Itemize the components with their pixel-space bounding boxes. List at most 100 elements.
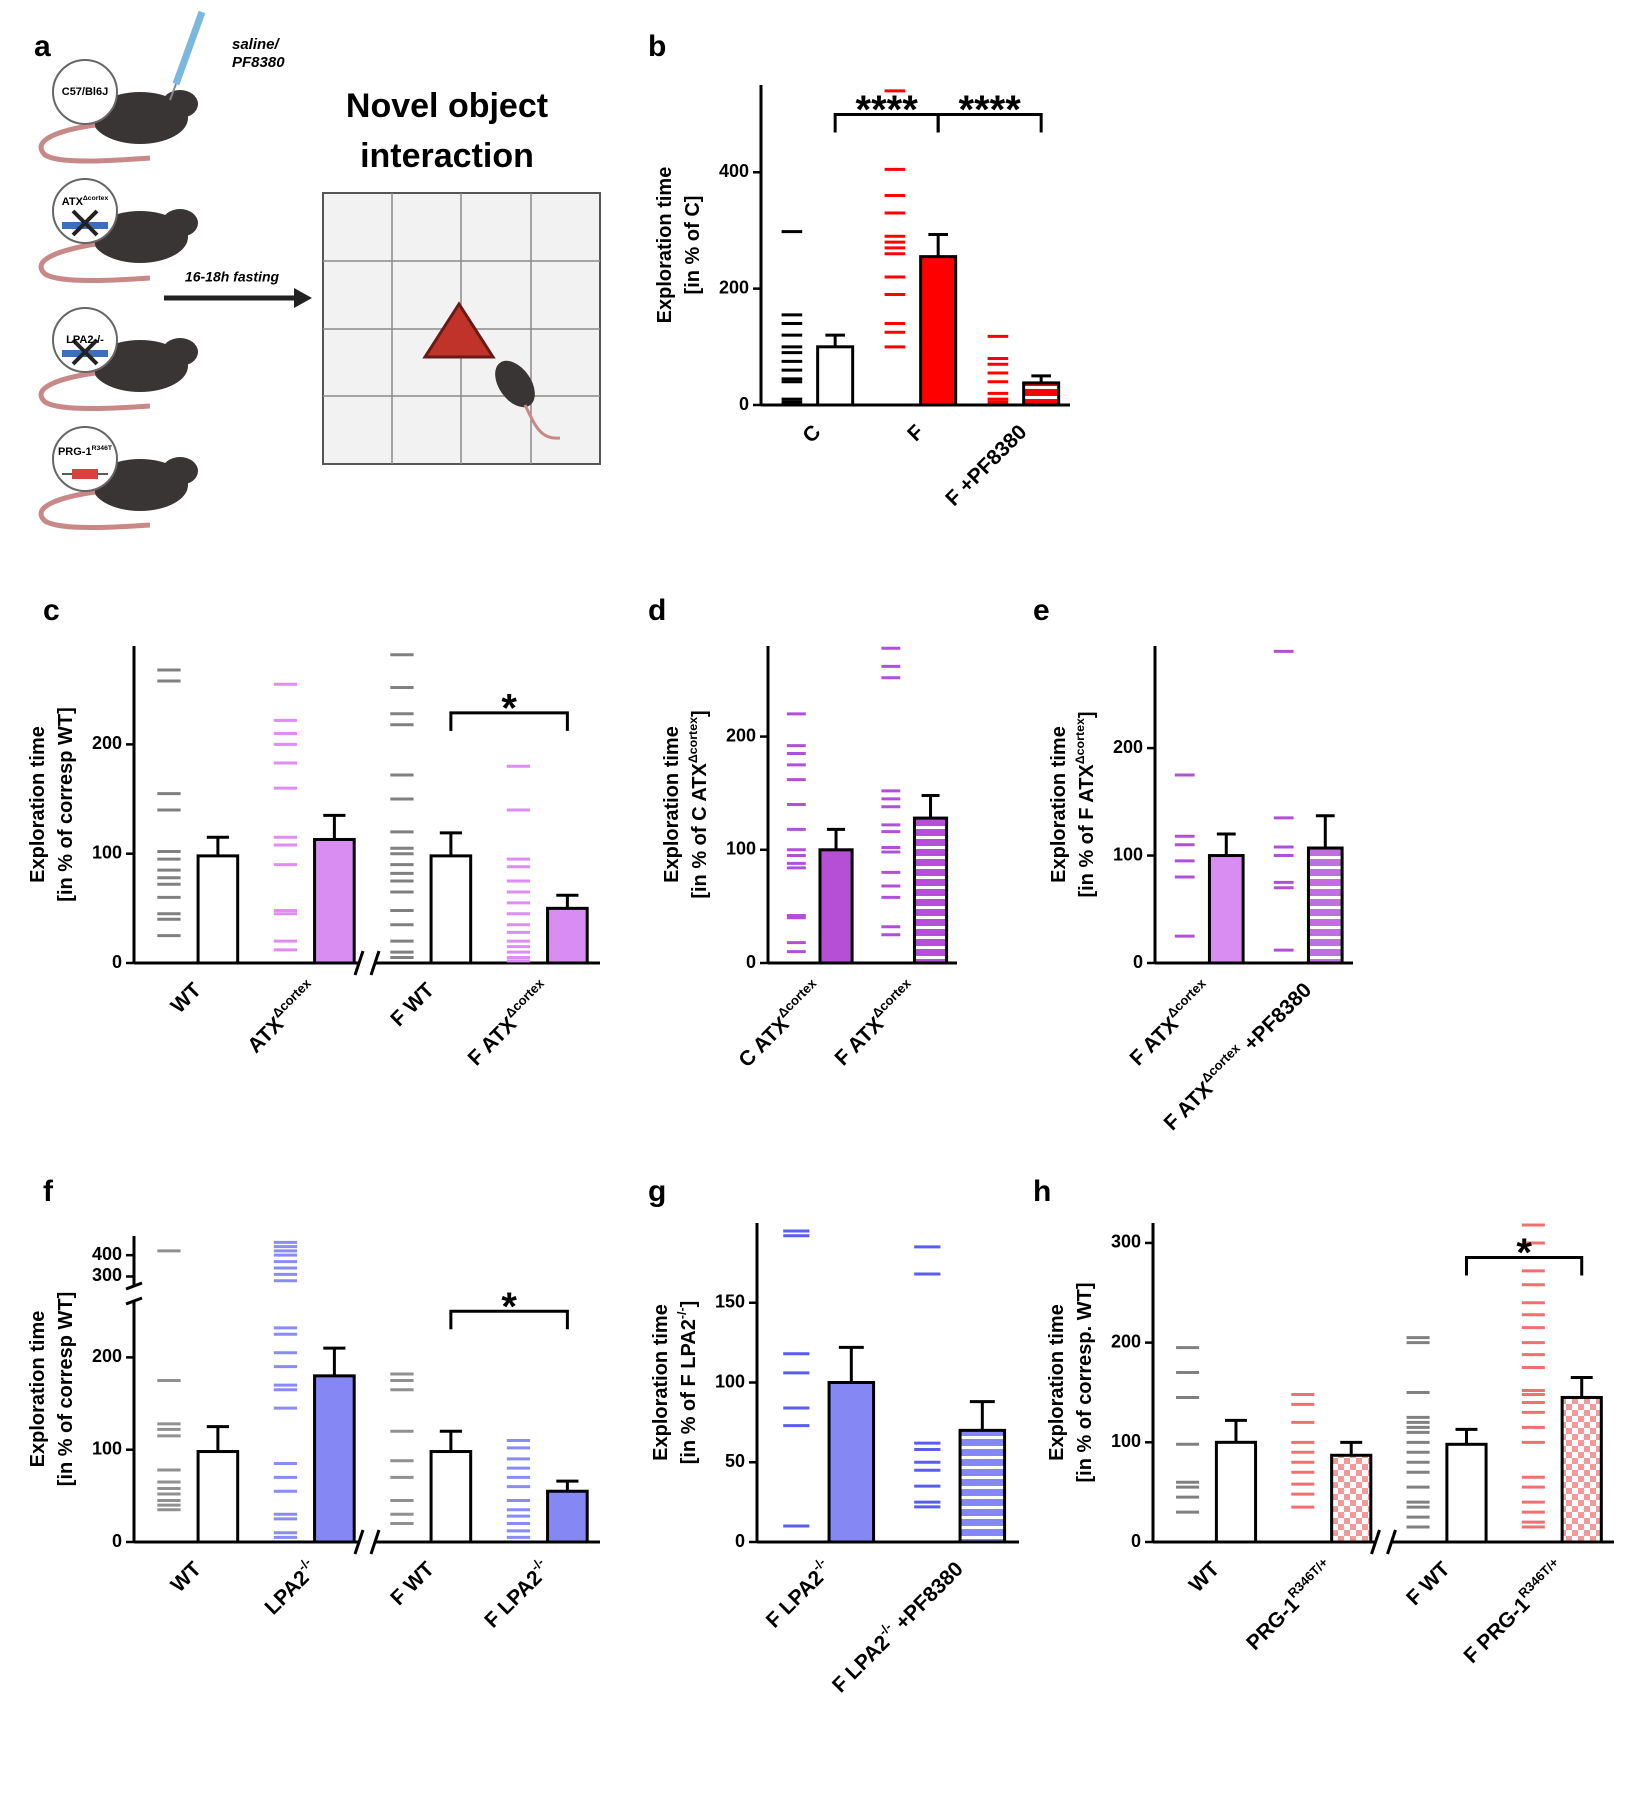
bar <box>958 1428 1007 1544</box>
x-tick-label-part: F ATX <box>1159 1077 1217 1135</box>
y-tick-label: 0 <box>739 394 749 414</box>
y-tick-label: 200 <box>726 725 756 745</box>
bar <box>1330 1453 1373 1544</box>
y-axis-label: [in % of corresp WT] <box>55 1292 77 1486</box>
y-axis-label: Exploration time <box>1048 726 1070 883</box>
x-tick-label-part: ATX <box>243 1012 288 1057</box>
mouse-label: PRG-1R346T <box>58 445 113 458</box>
significance-bracket <box>449 1309 569 1330</box>
x-tick-label-part: C <box>798 420 825 447</box>
y-axis-label-part: [in % of F LPA2 <box>678 1319 700 1464</box>
x-tick-label: F LPA2-/- +PF8380 <box>825 1555 967 1697</box>
y-axis-label-part: Exploration time <box>27 1311 49 1468</box>
arena-title: interaction <box>360 137 534 175</box>
x-tick-label-part: PRG-1 <box>1242 1593 1304 1655</box>
x-tick-label-sup: R346T/+ <box>1285 1554 1331 1600</box>
bar <box>816 345 855 407</box>
x-tick-label-part: +PF8380 <box>1235 978 1316 1059</box>
bar <box>1214 1440 1258 1544</box>
mouse-label-part: ATX <box>62 196 84 208</box>
x-tick-label: F ATXΔcortex <box>461 975 556 1070</box>
bar <box>429 854 473 965</box>
x-tick-label: LPA2-/- <box>258 1555 322 1619</box>
y-tick-label: 200 <box>1111 1331 1141 1351</box>
y-axis-label: Exploration time <box>654 167 676 324</box>
x-tick-label-part: F LPA2 <box>480 1566 546 1632</box>
bar <box>818 848 854 965</box>
y-tick-label: 0 <box>735 1531 745 1551</box>
axis-break <box>125 1296 143 1306</box>
panel-letter: c <box>43 594 60 627</box>
x-tick-label-part: WT <box>1184 1557 1223 1596</box>
y-axis-label-part: [in % of C ATX <box>689 762 711 898</box>
mouse-label-part: LPA2-/- <box>66 334 104 346</box>
x-tick-label-part: LPA2 <box>260 1566 313 1619</box>
x-tick-label-part: WT <box>166 978 205 1017</box>
axis-break <box>1370 1529 1381 1555</box>
y-axis-label-part: [in % of corresp WT] <box>55 707 77 901</box>
y-tick-label: 0 <box>112 952 122 972</box>
bar <box>1560 1395 1603 1544</box>
axis-break <box>1386 1529 1397 1555</box>
y-tick-label: 100 <box>726 839 756 859</box>
y-axis-label-part: [in % of C] <box>682 196 704 295</box>
bar <box>196 854 240 965</box>
bar <box>546 1489 589 1544</box>
x-tick-label-sup: Δcortex <box>269 975 314 1020</box>
x-tick-label: F WT <box>386 978 439 1031</box>
y-tick-label: 400 <box>92 1244 122 1264</box>
y-axis-label-sup: Δcortex <box>1073 718 1087 764</box>
panel-letter: h <box>1033 1175 1051 1208</box>
panel-letter: a <box>34 30 51 63</box>
x-tick-label-part: WT <box>166 1557 205 1596</box>
y-tick-label: 0 <box>1133 952 1143 972</box>
y-axis-label-part: Exploration time <box>661 726 683 883</box>
mouse-label: LPA2-/- <box>66 334 104 346</box>
arrow-label: 16-18h fasting <box>185 269 280 285</box>
panel-letter: f <box>43 1175 54 1208</box>
bar <box>196 1450 240 1544</box>
significance-bracket <box>936 113 1043 133</box>
y-axis-label-sup: Δcortex <box>686 717 700 763</box>
x-tick-label-sup: R346T/+ <box>1515 1554 1561 1600</box>
x-tick-label: C <box>798 420 825 447</box>
y-axis-label: [in % of corresp WT] <box>55 707 77 901</box>
panel-letter: e <box>1033 594 1050 627</box>
y-axis-label: Exploration time <box>650 1304 672 1461</box>
y-tick-label: 100 <box>92 1438 122 1458</box>
y-axis-label-part: Exploration time <box>650 1304 672 1461</box>
y-tick-label: 100 <box>715 1371 745 1391</box>
y-axis-label: Exploration time <box>1046 1304 1068 1461</box>
x-tick-label-part: F <box>903 420 928 445</box>
x-tick-label-sup: Δcortex <box>774 975 819 1020</box>
x-tick-label: F WT <box>386 1557 439 1610</box>
bar <box>1207 854 1245 965</box>
y-axis-label-part: Exploration time <box>654 167 676 324</box>
bar <box>313 837 356 965</box>
x-tick-label-part: C ATX <box>734 1012 793 1071</box>
bar <box>546 906 589 965</box>
significance-label: * <box>1516 1231 1532 1275</box>
y-axis-label: [in % of corresp. WT] <box>1074 1283 1096 1483</box>
x-tick-label-part: F LPA2 <box>761 1566 827 1632</box>
y-tick-label: 200 <box>719 277 749 297</box>
axis-break <box>125 1281 143 1291</box>
x-tick-label: F LPA2-/- <box>477 1555 555 1633</box>
y-axis-label: Exploration time <box>27 726 49 883</box>
y-axis-label-sup: -/- <box>675 1307 689 1319</box>
bar <box>1306 846 1344 965</box>
x-tick-label: F PRG-1R346T/+ <box>1457 1554 1570 1667</box>
y-tick-label: 150 <box>715 1292 745 1312</box>
x-tick-label: F LPA2-/- <box>759 1555 837 1633</box>
x-tick-label-sup: Δcortex <box>502 975 547 1020</box>
panel-letter: b <box>648 30 666 63</box>
y-axis-label-part: [in % of corresp WT] <box>55 1292 77 1486</box>
x-tick-label-part: F LPA2 <box>828 1631 894 1697</box>
y-axis-label-part: Exploration time <box>27 726 49 883</box>
y-tick-label: 300 <box>92 1265 122 1285</box>
x-tick-label-sup: Δcortex <box>869 975 914 1020</box>
mouse-label: ATXΔcortex <box>62 195 109 208</box>
x-tick-label: WT <box>166 978 205 1017</box>
x-tick-label: F WT <box>1402 1557 1455 1610</box>
